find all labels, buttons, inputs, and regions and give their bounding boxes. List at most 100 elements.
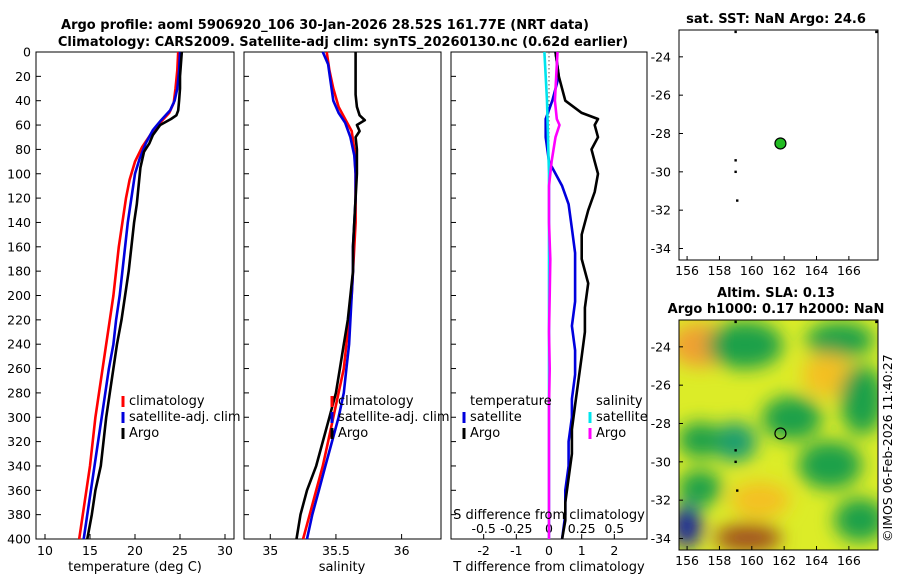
salinity-xlabel: salinity [319, 560, 366, 575]
series-line-salinity-argo [547, 51, 561, 539]
legend-label-climatology: climatology [129, 394, 205, 409]
series-line-climatology [301, 51, 357, 540]
map-x-tick-label: 158 [708, 263, 732, 278]
y-tick-label: 400 [7, 532, 31, 547]
x-tick-label: 2 [610, 543, 618, 558]
salinity-panel [243, 51, 442, 540]
s-difference-xlabel: S difference from climatology [453, 508, 645, 523]
y-tick-label: 180 [7, 264, 31, 279]
x-tick-label: 30 [217, 543, 233, 558]
sst-map: 156 158 160 162 164 166 -24 -26 -28 -30 -32 -34 [651, 30, 878, 278]
y-tick-label: 160 [7, 239, 31, 254]
legend-label-s-satellite: satellite [596, 410, 648, 425]
map-y-tick-label: -26 [651, 88, 671, 103]
map-y-tick-label: -24 [651, 49, 671, 64]
series-line-temperature-argo [554, 51, 600, 540]
map-x-tick-label: 156 [675, 553, 699, 568]
y-tick-label: 120 [7, 191, 31, 206]
x-tick-label: 36 [394, 543, 410, 558]
y-tick-label: 0 [23, 45, 31, 60]
y-tick-label: 80 [15, 142, 31, 157]
imos-credit: ©IMOS 06-Feb-2026 11:40:27 [880, 354, 895, 542]
sla-blue-patch [679, 504, 701, 548]
sla-green-patch [806, 322, 874, 358]
x-tick-label: -1 [510, 543, 522, 558]
difference-plot: -2 -1 0 1 2-0.5 -0.25 0 0.25 0.5 [451, 51, 624, 558]
series-line-temperature-satellite [544, 51, 577, 540]
top-tick-label: -0.5 [471, 521, 495, 536]
difference-legend: temperature satellite Argo salinity sate… [462, 394, 648, 441]
x-tick-label: 10 [37, 543, 53, 558]
temperature-plot: 10 15 20 25 30020406080100120140160180200220… [7, 45, 233, 559]
legend-label-t-argo: Argo [470, 426, 500, 441]
map-x-tick-label: 160 [740, 263, 764, 278]
map-dot [736, 199, 739, 202]
y-tick-label: 300 [7, 410, 31, 425]
y-tick-label: 320 [7, 434, 31, 449]
y-tick-label: 360 [7, 483, 31, 498]
y-tick-label: 260 [7, 361, 31, 376]
map-y-tick-label: -28 [651, 126, 671, 141]
legend-label-t-satellite: satellite [470, 410, 522, 425]
sla-teal-patch [713, 422, 757, 462]
map-dot [875, 320, 878, 324]
map-x-tick-label: 164 [805, 553, 829, 568]
sla-brown-patch [714, 524, 782, 550]
sla-map-title-2: Argo h1000: 0.17 h2000: NaN [668, 302, 885, 317]
x-tick-label: 1 [578, 543, 586, 558]
legend-heading-temperature: temperature [470, 394, 552, 409]
y-tick-label: 220 [7, 312, 31, 327]
top-tick-label: -0.25 [500, 521, 532, 536]
top-tick-label: 0.25 [568, 521, 596, 536]
map-dot [734, 320, 737, 324]
series-line-argo [86, 51, 184, 540]
salinity-plot: 35 35.5 36 [244, 51, 410, 558]
y-tick-label: 60 [15, 118, 31, 133]
sla-green-patch [840, 365, 878, 435]
x-tick-label: 25 [172, 543, 188, 558]
header-line-1: Argo profile: aoml 5906920_106 30-Jan-20… [61, 18, 589, 33]
x-tick-label: 20 [127, 543, 143, 558]
float-position-marker [774, 427, 787, 440]
legend-label-satellite: satellite-adj. clim [338, 410, 450, 425]
map-y-tick-label: -30 [651, 164, 671, 179]
float-position-marker [774, 137, 787, 150]
map-dot [734, 170, 737, 174]
legend-label-s-argo: Argo [596, 426, 626, 441]
sla-green-patch [798, 441, 862, 489]
y-tick-label: 280 [7, 385, 31, 400]
temperature-panel [35, 51, 235, 540]
map-x-tick-label: 164 [805, 263, 829, 278]
temperature-legend: climatology satellite-adj. clim Argo [121, 394, 241, 441]
sla-green-patch [707, 321, 783, 369]
sla-yellow-patch [730, 482, 790, 518]
sla-green-patch [679, 422, 722, 458]
y-tick-label: 140 [7, 215, 31, 230]
map-y-tick-label: -28 [651, 416, 671, 431]
legend-label-climatology: climatology [338, 394, 414, 409]
legend-label-argo: Argo [129, 426, 159, 441]
map-dot [734, 449, 737, 452]
y-tick-label: 20 [15, 69, 31, 84]
sla-map-title-1: Altim. SLA: 0.13 [717, 286, 835, 301]
map-x-tick-label: 162 [772, 263, 796, 278]
y-tick-label: 380 [7, 507, 31, 522]
map-y-tick-label: -26 [651, 378, 671, 393]
x-tick-label: 15 [82, 543, 98, 558]
map-x-tick-label: 166 [837, 553, 861, 568]
y-tick-label: 340 [7, 458, 31, 473]
sla-field [679, 321, 878, 550]
t-difference-xlabel: T difference from climatology [452, 560, 645, 575]
map-y-tick-label: -32 [651, 493, 671, 508]
map-y-tick-label: -34 [651, 241, 671, 256]
sst-map-title: sat. SST: NaN Argo: 24.6 [686, 12, 866, 27]
map-x-tick-label: 166 [837, 263, 861, 278]
temperature-xlabel: temperature (deg C) [68, 560, 202, 575]
map-y-tick-label: -32 [651, 203, 671, 218]
sla-map: 156 158 160 162 164 166 -24 -26 -28 -30 -32 -34 [651, 320, 878, 568]
map-y-tick-label: -30 [651, 454, 671, 469]
sla-map-panel [678, 319, 879, 551]
y-tick-label: 200 [7, 288, 31, 303]
map-x-tick-label: 160 [740, 553, 764, 568]
